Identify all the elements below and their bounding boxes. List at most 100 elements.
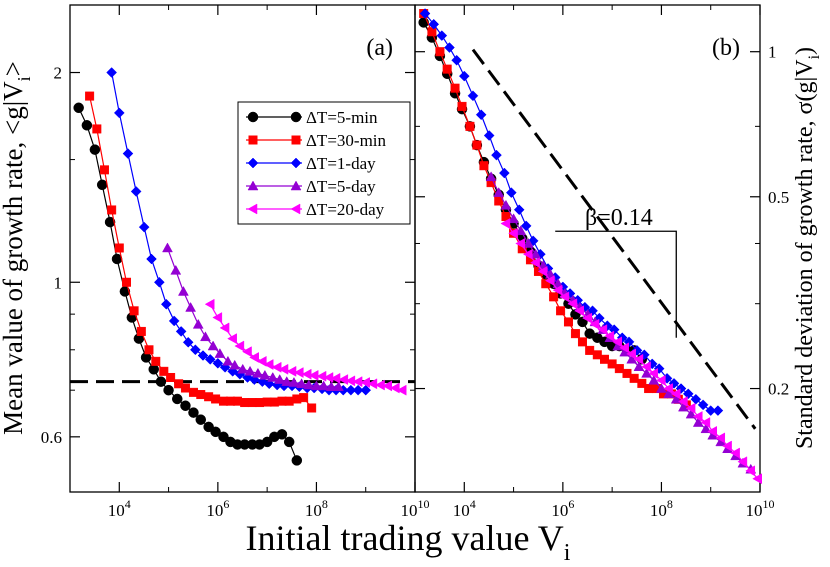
panel-b-series <box>418 8 762 485</box>
data-point <box>172 393 183 405</box>
x-tick-label-exp: 10 <box>418 497 430 511</box>
y-axis-label-left-main: Mean value of growth rate, <g|V <box>0 81 28 435</box>
data-point <box>685 408 697 419</box>
data-point <box>352 384 364 396</box>
data-point <box>491 149 502 161</box>
data-point <box>458 70 470 82</box>
data-point <box>290 111 302 123</box>
x-tick-label-exp: 6 <box>223 497 229 511</box>
y-tick-label: 1 <box>768 43 777 62</box>
data-point <box>130 186 142 197</box>
data-point <box>276 429 288 440</box>
data-point <box>180 383 190 393</box>
data-point <box>563 317 573 327</box>
x-tick-label: 106 <box>206 497 229 520</box>
data-point <box>73 102 84 114</box>
data-point <box>656 383 667 393</box>
data-point <box>291 135 301 145</box>
data-point <box>296 378 308 389</box>
data-point <box>367 378 378 390</box>
data-point <box>180 400 191 411</box>
data-point <box>451 54 463 66</box>
data-point <box>427 27 437 37</box>
data-point <box>436 30 448 41</box>
x-tick-label: 108 <box>650 497 673 520</box>
data-point <box>382 380 393 392</box>
data-point <box>444 42 455 53</box>
data-point <box>556 306 566 316</box>
data-point <box>234 340 245 352</box>
data-point <box>311 380 322 391</box>
data-point <box>190 344 201 356</box>
data-point <box>513 204 525 216</box>
data-point <box>318 380 330 391</box>
data-point <box>288 376 300 387</box>
panel-b-frame <box>414 4 761 493</box>
data-point <box>722 440 732 452</box>
data-point <box>670 388 681 400</box>
data-point <box>629 373 639 383</box>
data-point <box>570 329 580 339</box>
data-point <box>537 265 548 277</box>
data-point <box>457 101 467 111</box>
data-point <box>269 397 279 407</box>
data-point <box>633 361 645 371</box>
data-point <box>530 257 540 269</box>
data-point <box>146 253 157 265</box>
data-point <box>207 340 219 351</box>
data-point <box>153 276 165 288</box>
data-point <box>195 414 207 425</box>
data-point <box>188 407 199 418</box>
data-point <box>196 390 206 400</box>
y-axis-label-right: Standard deviation of growth rate, σ(g|V… <box>792 47 823 449</box>
data-point <box>212 312 223 323</box>
data-point <box>604 330 615 342</box>
data-point <box>614 364 624 374</box>
x-tick-label-base: 10 <box>746 501 763 520</box>
data-point <box>641 361 651 373</box>
y-tick-label: 0.6 <box>41 428 62 447</box>
data-point <box>607 359 617 369</box>
data-point <box>89 144 101 155</box>
data-point <box>330 372 341 384</box>
data-point <box>648 367 659 379</box>
data-point <box>256 355 267 367</box>
data-point <box>278 363 289 375</box>
data-point <box>200 331 211 342</box>
x-axis-label-main: Initial trading value V <box>246 518 564 558</box>
data-point <box>244 365 256 376</box>
panel-a-series <box>73 67 407 466</box>
y-axis-label-right-sub: i <box>806 54 823 59</box>
data-point <box>582 312 593 324</box>
x-tick-label: 104 <box>453 497 476 520</box>
data-point <box>612 336 623 348</box>
x-tick-label-base: 10 <box>401 501 418 520</box>
data-point <box>475 109 487 121</box>
data-point <box>175 326 187 337</box>
data-point <box>685 402 696 414</box>
data-point <box>479 161 489 171</box>
data-point <box>122 148 134 159</box>
dashed-power-law-line <box>471 48 757 430</box>
data-point <box>663 388 675 399</box>
data-point <box>670 393 682 404</box>
data-point <box>237 363 249 374</box>
data-point <box>585 345 595 355</box>
data-point <box>435 47 445 57</box>
data-point <box>177 285 189 296</box>
data-point <box>712 405 724 416</box>
x-tick-label: 108 <box>305 497 328 520</box>
data-point <box>252 367 264 378</box>
y-axis-label-right-end: ) <box>792 47 818 55</box>
x-tick-label: 1010 <box>401 497 430 520</box>
x-axis-label-sub: i <box>564 540 571 566</box>
data-point <box>307 403 317 413</box>
series-line <box>424 13 718 412</box>
data-point <box>85 91 95 101</box>
data-point <box>360 384 372 396</box>
data-point <box>592 350 602 360</box>
data-point <box>633 353 644 365</box>
data-point <box>166 372 176 382</box>
data-point <box>214 348 226 358</box>
data-point <box>552 284 563 296</box>
